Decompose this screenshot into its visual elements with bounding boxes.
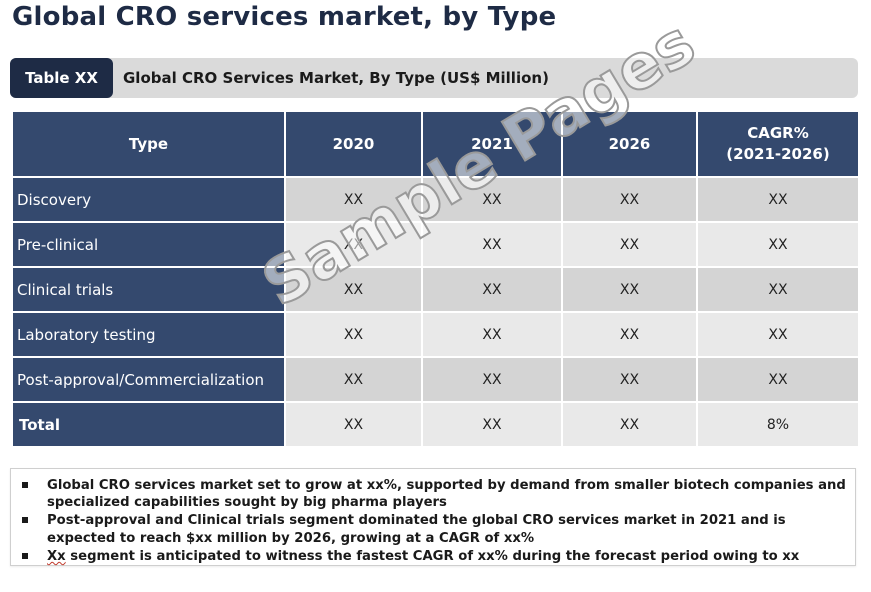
page-title: Global CRO services market, by Type: [12, 2, 557, 32]
row-label: Laboratory testing: [11, 311, 286, 358]
table-row: Pre-clinical XX XX XX XX: [11, 221, 860, 268]
header-2020: 2020: [284, 110, 423, 178]
header-cagr: CAGR% (2021-2026): [696, 110, 860, 178]
cell-value: XX: [284, 176, 423, 223]
cell-value: XX: [421, 266, 563, 313]
note-first-word: Xx: [47, 548, 66, 564]
key-findings-list: Global CRO services market set to grow a…: [11, 469, 855, 565]
list-item: Xx segment is anticipated to witness the…: [19, 548, 855, 565]
key-findings-box: Global CRO services market set to grow a…: [10, 468, 856, 566]
table-header-row: Type 2020 2021 2026 CAGR% (2021-2026): [11, 110, 860, 178]
cell-value: XX: [284, 311, 423, 358]
cell-value: XX: [284, 401, 423, 448]
cell-value: XX: [696, 311, 860, 358]
cell-value: XX: [284, 266, 423, 313]
cell-value: XX: [284, 356, 423, 403]
market-table: Type 2020 2021 2026 CAGR% (2021-2026) Di…: [11, 110, 860, 448]
row-label: Post-approval/Commercialization: [11, 356, 286, 403]
row-label: Clinical trials: [11, 266, 286, 313]
cell-value: XX: [561, 176, 698, 223]
header-2021: 2021: [421, 110, 563, 178]
note-text: segment is anticipated to witness the fa…: [70, 548, 800, 564]
cell-value: XX: [696, 221, 860, 268]
header-type: Type: [11, 110, 286, 178]
table-row: Clinical trials XX XX XX XX: [11, 266, 860, 313]
note-text: Global CRO services market set to grow a…: [47, 478, 846, 511]
cell-value: XX: [561, 266, 698, 313]
cell-value: 8%: [696, 401, 860, 448]
header-2026: 2026: [561, 110, 698, 178]
row-label: Pre-clinical: [11, 221, 286, 268]
cell-value: XX: [421, 356, 563, 403]
list-item: Global CRO services market set to grow a…: [19, 477, 855, 511]
cell-value: XX: [561, 401, 698, 448]
cell-value: XX: [561, 221, 698, 268]
table-row: Post-approval/Commercialization XX XX XX…: [11, 356, 860, 403]
cell-value: XX: [696, 176, 860, 223]
cell-value: XX: [421, 311, 563, 358]
cell-value: XX: [561, 311, 698, 358]
cell-value: XX: [696, 356, 860, 403]
cell-value: XX: [561, 356, 698, 403]
row-label: Discovery: [11, 176, 286, 223]
table-row-total: Total XX XX XX 8%: [11, 401, 860, 448]
row-label-total: Total: [11, 401, 286, 448]
table-row: Laboratory testing XX XX XX XX: [11, 311, 860, 358]
cell-value: XX: [421, 401, 563, 448]
table-caption-text: Global CRO Services Market, By Type (US$…: [123, 69, 549, 87]
list-item: Post-approval and Clinical trials segmen…: [19, 512, 855, 546]
square-bullet-icon: [22, 517, 28, 524]
square-bullet-icon: [22, 552, 28, 559]
square-bullet-icon: [22, 482, 28, 488]
header-cagr-line1: CAGR%: [747, 124, 809, 142]
table-caption-bar: Table XX Global CRO Services Market, By …: [10, 58, 858, 98]
cell-value: XX: [284, 221, 423, 268]
table-row: Discovery XX XX XX XX: [11, 176, 860, 223]
table-tag: Table XX: [10, 58, 113, 98]
note-text: Post-approval and Clinical trials segmen…: [47, 513, 786, 546]
header-cagr-line2: (2021-2026): [726, 145, 830, 163]
cell-value: XX: [421, 176, 563, 223]
cell-value: XX: [421, 221, 563, 268]
cell-value: XX: [696, 266, 860, 313]
